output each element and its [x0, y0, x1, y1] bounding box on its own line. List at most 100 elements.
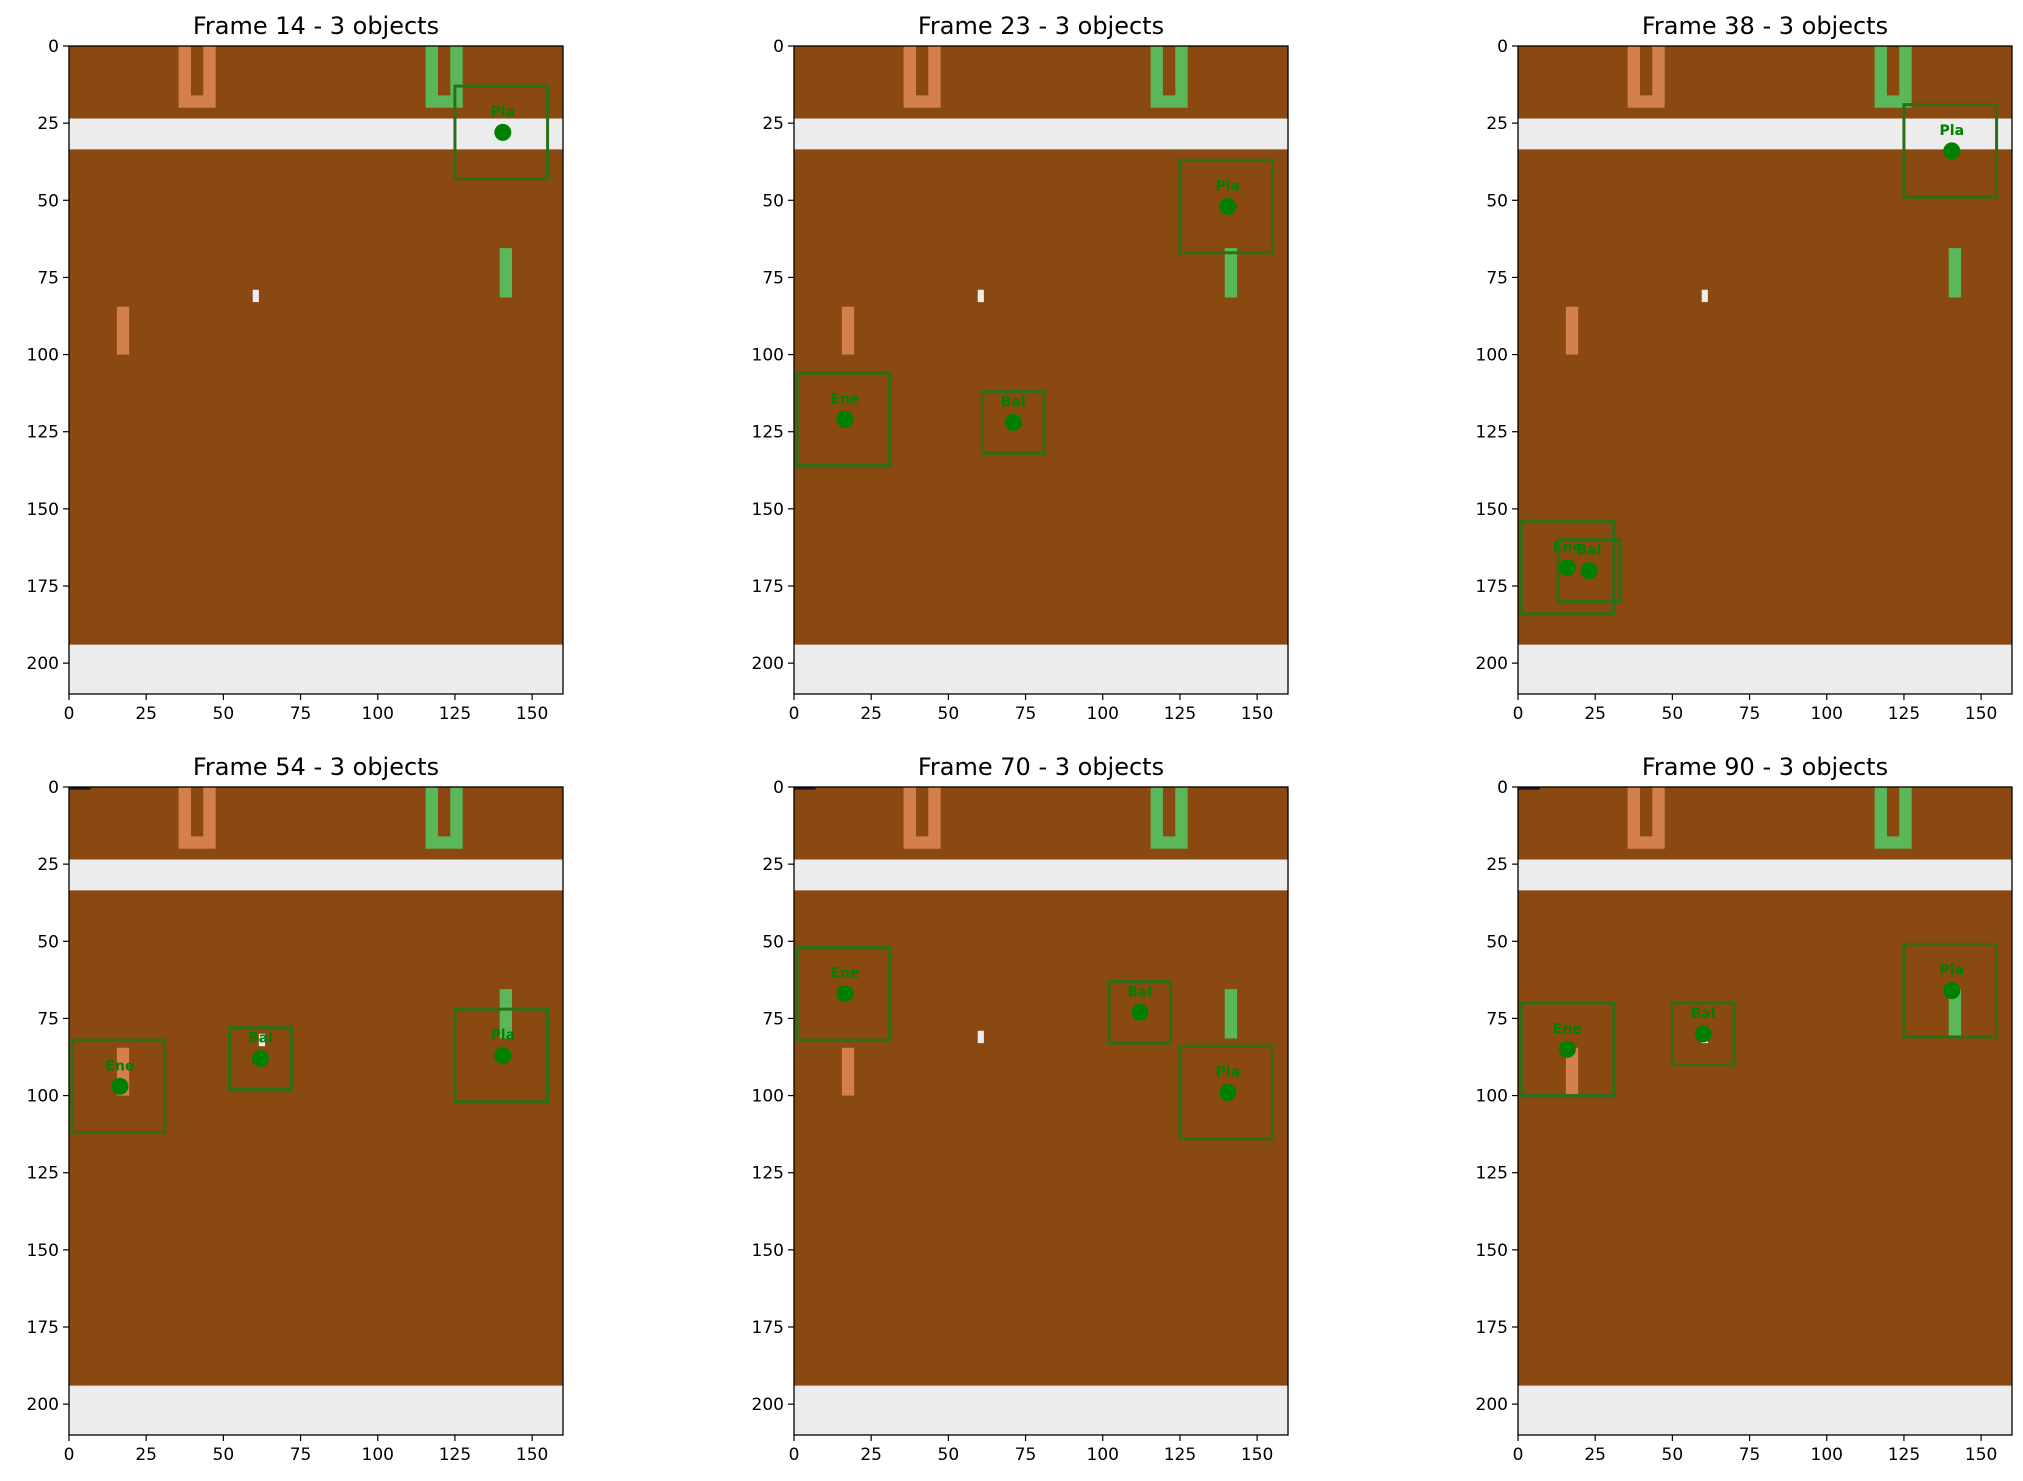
y-tick-label: 75	[762, 268, 784, 288]
x-tick-label: 25	[1584, 1445, 1606, 1465]
y-tick-label: 175	[27, 577, 59, 597]
detection-label-pla: Pla	[491, 104, 516, 120]
x-tick-label: 150	[516, 1445, 548, 1465]
x-tick-label: 50	[938, 704, 960, 724]
ball	[1701, 289, 1708, 303]
y-tick-label: 175	[752, 577, 784, 597]
detection-label-ene: Ene	[105, 1058, 134, 1074]
detection-marker-pla	[1219, 1083, 1237, 1101]
x-tick-label: 0	[1513, 1445, 1524, 1465]
detection-marker-ene	[1558, 558, 1576, 576]
enemy-score-digit-hole	[190, 46, 204, 96]
y-tick-label: 125	[27, 423, 59, 443]
detection-label-ene: Ene	[1553, 539, 1582, 555]
y-tick-label: 150	[752, 1241, 784, 1261]
ball	[977, 289, 984, 303]
y-tick-label: 200	[27, 654, 59, 674]
subplot-frame-70: Ene Bal Pla 0 25 50 75 100 125 150 0 25 50 75 100 125 15…	[752, 753, 1289, 1465]
y-tick-label: 150	[1476, 500, 1508, 520]
court-background	[794, 46, 1288, 694]
detection-box-pla	[453, 1007, 550, 1104]
top-wall	[1518, 859, 2012, 891]
detection-label-pla: Pla	[1216, 1064, 1241, 1080]
enemy-paddle	[841, 306, 855, 355]
y-tick-label: 75	[1486, 1009, 1508, 1029]
detection-box-pla	[1178, 1044, 1275, 1141]
detection-box-pla	[1178, 158, 1275, 255]
y-tick-label: 100	[752, 1087, 784, 1107]
subplot-title: Frame 14 - 3 objects	[193, 12, 439, 40]
detection-marker-ene	[111, 1077, 129, 1095]
y-tick-label: 125	[752, 1164, 784, 1184]
x-tick-label: 125	[1888, 1445, 1920, 1465]
x-tick-label: 75	[290, 1445, 312, 1465]
y-tick-label: 175	[752, 1318, 784, 1338]
top-wall	[1518, 118, 2012, 150]
subplot-title: Frame 70 - 3 objects	[918, 753, 1164, 781]
detection-box-bal	[980, 390, 1046, 455]
subplot-frame-23: Pla Ene Bal 0 25 50 75 100 125 150 0 25 50 75 100 125 15…	[752, 12, 1289, 724]
y-tick-label: 0	[1497, 37, 1508, 57]
x-tick-label: 150	[1965, 704, 1997, 724]
y-tick-label: 75	[1486, 268, 1508, 288]
y-tick-label: 100	[1476, 346, 1508, 366]
subplot-title: Frame 38 - 3 objects	[1642, 12, 1888, 40]
detection-marker-ene	[1558, 1040, 1576, 1058]
detection-box-ene	[1519, 519, 1616, 616]
enemy-score-digit-hole	[1639, 46, 1653, 96]
detection-box-bal	[1556, 538, 1622, 603]
x-tick-label: 75	[1739, 704, 1761, 724]
axes-frame	[793, 786, 1289, 1436]
y-tick-label: 100	[752, 346, 784, 366]
y-tick-label: 0	[773, 778, 784, 798]
x-tick-label: 0	[789, 1445, 800, 1465]
detection-marker-pla	[1943, 982, 1961, 1000]
detection-label-bal: Bal	[1127, 984, 1152, 1000]
x-tick-label: 0	[789, 704, 800, 724]
detection-marker-ene	[836, 410, 854, 428]
y-tick-label: 150	[27, 1241, 59, 1261]
detection-label-ene: Ene	[1553, 1021, 1582, 1037]
x-tick-label: 150	[1241, 1445, 1273, 1465]
detection-label-pla: Pla	[1940, 123, 1965, 139]
y-tick-label: 175	[27, 1318, 59, 1338]
y-tick-label: 50	[37, 191, 59, 211]
player-score-digit-hole	[1162, 46, 1176, 96]
x-tick-label: 25	[135, 1445, 157, 1465]
x-tick-label: 75	[1015, 704, 1037, 724]
y-tick-label: 125	[752, 423, 784, 443]
player-score-digit-hole	[1886, 787, 1900, 837]
y-tick-label: 50	[37, 932, 59, 952]
detection-box-ene	[1519, 1001, 1616, 1098]
detection-marker-bal	[1131, 1003, 1149, 1021]
detection-box-pla	[1902, 942, 1999, 1039]
detection-label-bal: Bal	[1001, 394, 1026, 410]
y-tick-label: 100	[27, 1087, 59, 1107]
x-tick-label: 100	[1811, 1445, 1843, 1465]
x-tick-label: 50	[938, 1445, 960, 1465]
enemy-paddle	[1565, 306, 1579, 355]
y-tick-label: 25	[762, 855, 784, 875]
bottom-wall	[794, 1385, 1288, 1435]
player-paddle	[499, 248, 513, 298]
y-tick-label: 150	[1476, 1241, 1508, 1261]
x-tick-label: 0	[64, 704, 75, 724]
top-wall	[69, 118, 563, 150]
y-tick-label: 75	[762, 1009, 784, 1029]
bottom-wall	[69, 1385, 563, 1435]
y-tick-label: 25	[1486, 855, 1508, 875]
x-tick-label: 125	[1164, 704, 1196, 724]
player-score-digit-hole	[437, 787, 451, 837]
player-paddle	[1948, 248, 1962, 298]
detection-marker-pla	[494, 1046, 512, 1064]
subplot-frame-14: Pla 0 25 50 75 100 125 150 0 25 50 75 100 125 150 175 20…	[27, 12, 564, 724]
enemy-score-digit-hole	[1639, 787, 1653, 837]
enemy-paddle	[116, 306, 130, 355]
detection-marker-bal	[1580, 562, 1598, 580]
subplot-title: Frame 54 - 3 objects	[193, 753, 439, 781]
y-tick-label: 50	[1486, 932, 1508, 952]
y-tick-label: 125	[1476, 1164, 1508, 1184]
x-tick-label: 25	[860, 704, 882, 724]
